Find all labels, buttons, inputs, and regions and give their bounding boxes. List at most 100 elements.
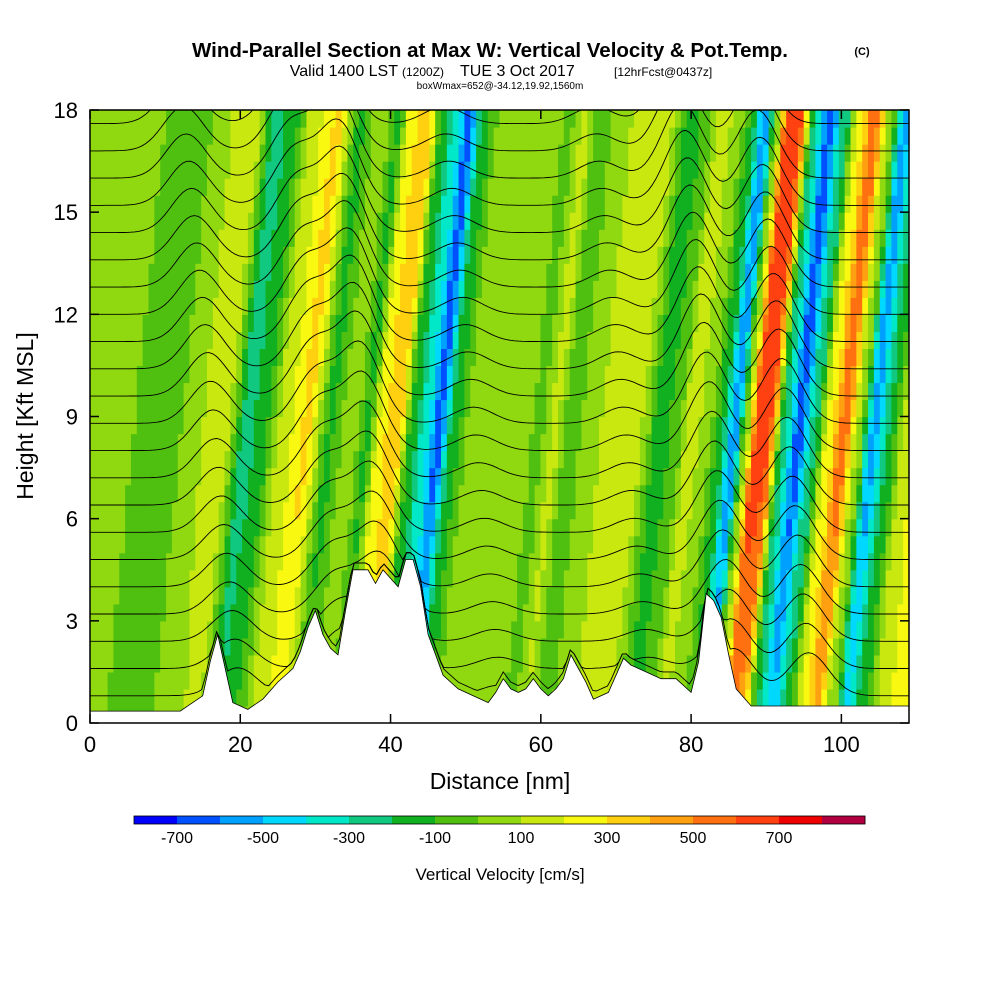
velocity-cell [622, 280, 629, 298]
velocity-cell [300, 144, 308, 162]
velocity-cell [306, 127, 313, 145]
velocity-cell [364, 127, 372, 145]
velocity-cell [686, 263, 694, 281]
velocity-cell [90, 110, 97, 128]
velocity-cell [400, 144, 407, 162]
velocity-cell [470, 127, 477, 145]
velocity-cell [329, 450, 337, 469]
velocity-cell [832, 348, 840, 367]
velocity-cell [797, 484, 805, 503]
subtitle-forecast: [12hrFcst@0437z] [614, 65, 712, 79]
velocity-cell [177, 467, 185, 486]
velocity-cell [195, 263, 202, 281]
velocity-cell [832, 144, 840, 162]
velocity-cell [195, 620, 202, 639]
velocity-cell [809, 161, 816, 179]
velocity-cell [312, 416, 319, 435]
velocity-cell [142, 535, 150, 554]
velocity-cell [493, 144, 501, 162]
velocity-cell [130, 450, 138, 469]
velocity-cell [821, 501, 828, 520]
velocity-cell [768, 314, 776, 332]
velocity-cell [166, 654, 173, 673]
velocity-cell [651, 467, 659, 486]
velocity-cell [253, 314, 261, 332]
velocity-cell [464, 297, 471, 315]
velocity-cell [277, 127, 284, 145]
velocity-cell [844, 382, 852, 401]
velocity-cell [113, 365, 120, 384]
velocity-cell [230, 212, 237, 230]
velocity-cell [733, 161, 740, 179]
velocity-cell [499, 161, 506, 179]
velocity-cell [598, 331, 606, 349]
velocity-cell [552, 144, 559, 162]
velocity-cell [388, 416, 395, 435]
velocity-cell [692, 484, 699, 503]
velocity-cell [897, 280, 904, 298]
velocity-cell [768, 637, 776, 656]
velocity-cell [464, 144, 471, 162]
velocity-cell [142, 501, 150, 520]
velocity-cell [745, 433, 752, 452]
velocity-cell [136, 484, 144, 503]
velocity-cell [388, 144, 395, 162]
velocity-cell [715, 552, 723, 571]
velocity-cell [382, 399, 389, 418]
velocity-cell [797, 399, 805, 418]
velocity-cell [464, 382, 471, 401]
velocity-cell [558, 280, 565, 298]
velocity-cell [598, 671, 606, 690]
velocity-cell [856, 535, 863, 554]
velocity-cell [107, 586, 114, 605]
velocity-cell [698, 586, 705, 605]
velocity-cell [844, 484, 852, 503]
velocity-cell [95, 416, 103, 435]
velocity-cell [868, 297, 875, 315]
velocity-cell [201, 161, 208, 179]
velocity-cell [101, 586, 109, 605]
velocity-cell [604, 450, 612, 469]
velocity-cell [95, 161, 103, 179]
velocity-cell [218, 348, 226, 367]
velocity-cell [499, 314, 506, 332]
velocity-cell [745, 450, 752, 469]
velocity-cell [552, 535, 559, 554]
velocity-cell [575, 161, 582, 179]
velocity-cell [312, 229, 319, 247]
velocity-cell [692, 331, 699, 349]
velocity-cell [265, 586, 272, 605]
velocity-cell [511, 552, 518, 571]
velocity-cell [177, 620, 185, 639]
velocity-cell [417, 484, 425, 503]
velocity-cell [283, 654, 290, 673]
velocity-cell [558, 654, 565, 673]
velocity-cell [528, 331, 536, 349]
velocity-cell [329, 399, 337, 418]
velocity-cell [306, 603, 313, 622]
velocity-cell [388, 331, 395, 349]
velocity-cell [745, 671, 752, 690]
velocity-cell [903, 195, 909, 213]
velocity-cell [856, 416, 863, 435]
velocity-cell [832, 603, 840, 622]
velocity-cell [247, 161, 255, 179]
velocity-cell [780, 127, 787, 145]
velocity-cell [359, 382, 366, 401]
velocity-cell [370, 382, 378, 401]
velocity-cell [610, 382, 618, 401]
velocity-cell [850, 467, 857, 486]
velocity-cell [230, 365, 237, 384]
velocity-cell [593, 246, 600, 264]
velocity-cell [657, 518, 664, 537]
velocity-cell [762, 280, 770, 298]
velocity-cell [522, 263, 530, 281]
velocity-cell [259, 144, 267, 162]
velocity-cell [429, 365, 436, 384]
velocity-cell [651, 178, 659, 196]
velocity-cell [581, 569, 588, 588]
velocity-cell [587, 467, 594, 486]
velocity-cell [645, 467, 653, 486]
velocity-cell [832, 280, 840, 298]
velocity-cell [739, 637, 746, 656]
